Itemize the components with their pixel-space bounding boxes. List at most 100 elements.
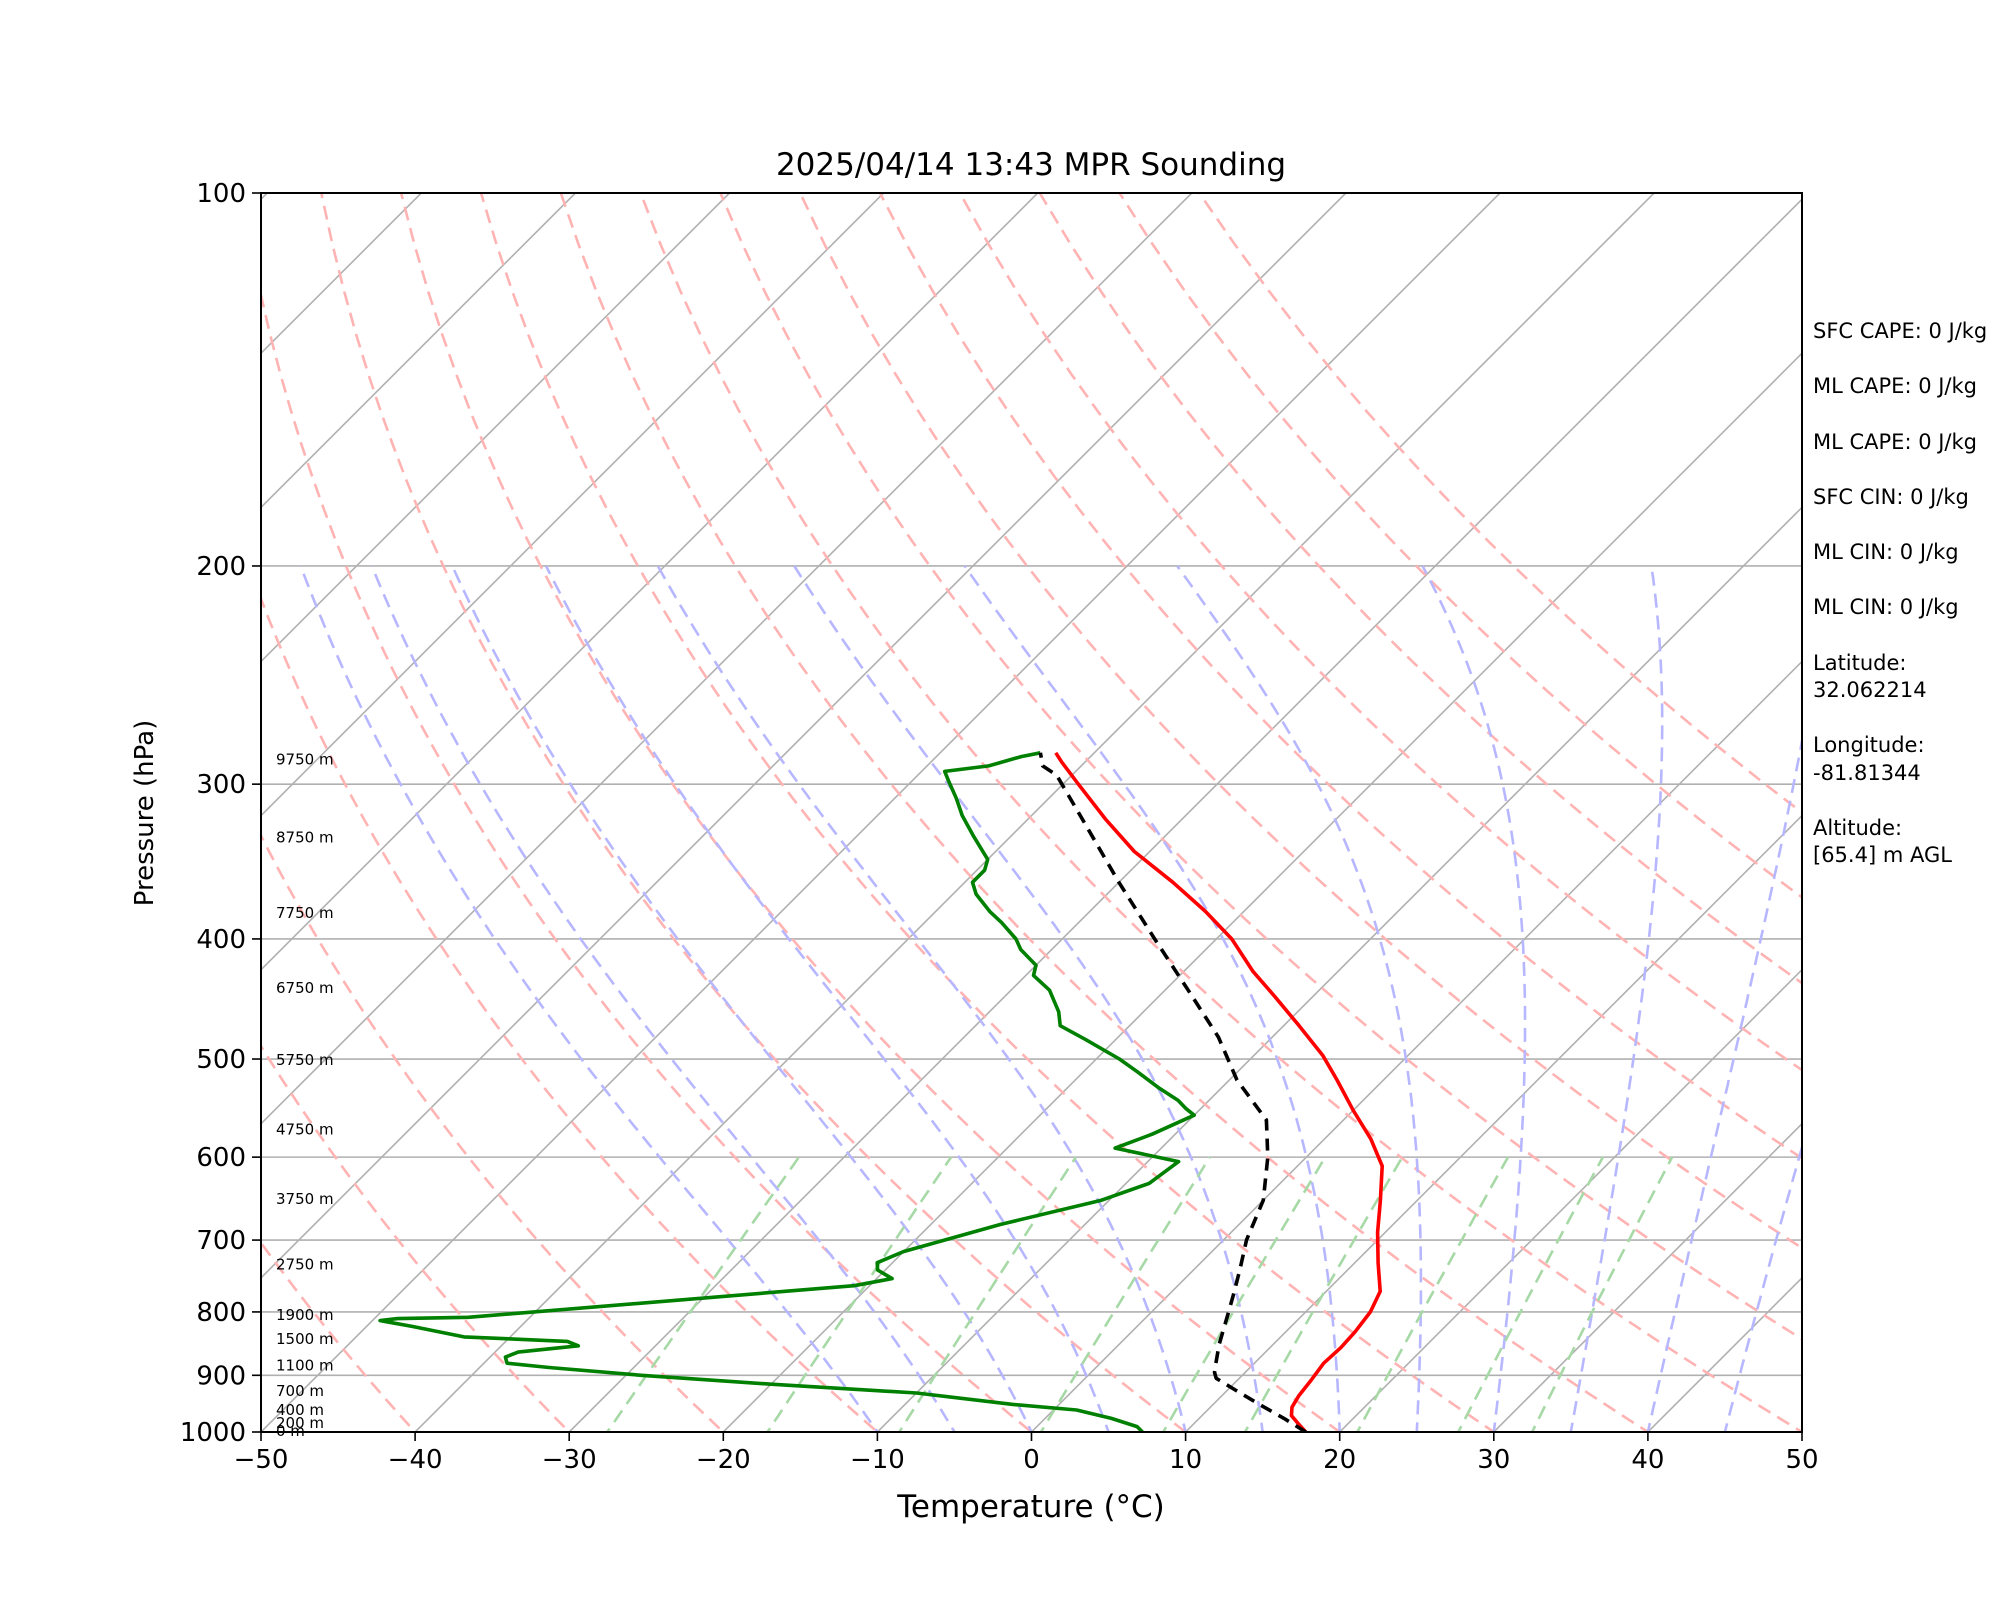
x-tick-label: 40 (1631, 1445, 1664, 1475)
latitude-value: 32.062214 (1813, 678, 1927, 703)
dry-adiabat-line (719, 193, 1802, 1341)
dewpoint-profile (378, 751, 1196, 1432)
dry-adiabat-line (261, 832, 726, 1432)
sounding-stats: SFC CAPE: 0 J/kg ML CAPE: 0 J/kg ML CAPE… (1813, 318, 1993, 898)
y-tick-label: 1000 (180, 1418, 246, 1448)
mixing-ratio-line (1039, 1156, 1212, 1432)
chart-title: 2025/04/14 13:43 MPR Sounding (776, 147, 1286, 183)
y-tick-label: 700 (196, 1226, 246, 1256)
x-tick-label: 20 (1323, 1445, 1356, 1475)
height-label: 1900 m (276, 1306, 334, 1324)
isotherm-line (1338, 968, 1802, 1432)
height-label: 200 m (276, 1414, 324, 1432)
dry-adiabat-line (559, 193, 1651, 1432)
isotherm-line (568, 198, 1802, 1432)
height-label: 2750 m (276, 1256, 334, 1274)
mixing-ratio-line (1530, 1156, 1674, 1432)
height-label: 3750 m (276, 1190, 334, 1208)
y-axis-ticks: 100 200 300 400 500 600 700 800 900 1000 (180, 179, 261, 1448)
dry-adiabat-line (1198, 193, 1802, 815)
dry-adiabat-line (261, 1240, 417, 1432)
ml-cin-2: ML CIN: 0 J/kg (1813, 595, 1959, 620)
x-tick-label: −40 (388, 1445, 443, 1475)
moist-adiabat-line (1176, 565, 1423, 1432)
isotherm-line (261, 193, 576, 509)
y-tick-label: 900 (196, 1361, 246, 1391)
isotherm-line (1492, 1122, 1802, 1432)
latitude-label: Latitude: (1813, 650, 1907, 675)
isotherm-line (413, 193, 1655, 1432)
height-label: 4750 m (276, 1121, 334, 1139)
dry-adiabat-line (639, 193, 1802, 1432)
y-tick-label: 200 (196, 552, 246, 582)
dry-adiabat-line (320, 193, 1188, 1432)
mixing-ratio-line (605, 1156, 800, 1432)
mixing-ratio-line (1355, 1156, 1510, 1432)
x-axis-ticks: −50 −40 −30 −20 −10 0 10 20 30 40 50 (234, 1432, 1819, 1475)
x-tick-label: −10 (850, 1445, 905, 1475)
height-label: 400 m (276, 1401, 324, 1419)
isotherm-line (1030, 660, 1802, 1432)
y-axis-label: Pressure (hPa) (130, 720, 160, 907)
mixing-ratio-line (1161, 1156, 1327, 1432)
isotherm-line (261, 193, 1347, 1280)
plot-frame (260, 192, 1803, 1433)
isotherm-line (261, 193, 731, 663)
mixing-ratio-line (1243, 1156, 1404, 1432)
moist-adiabat-line (656, 565, 1187, 1432)
x-tick-label: 30 (1477, 1445, 1510, 1475)
height-label: 700 m (276, 1382, 324, 1400)
ml-cape: ML CAPE: 0 J/kg (1813, 374, 1978, 399)
moist-adiabat-line (1569, 565, 1664, 1432)
x-tick-label: 0 (1023, 1445, 1040, 1475)
moist-adiabat-line (544, 565, 1110, 1432)
isotherm-line (261, 193, 1193, 1125)
y-tick-label: 100 (196, 179, 246, 209)
moist-adiabat-line (963, 565, 1342, 1432)
moist-adiabat-line (1421, 565, 1527, 1432)
dry-adiabat-line (399, 193, 1342, 1432)
x-tick-label: 50 (1785, 1445, 1818, 1475)
isotherm-line (722, 352, 1802, 1432)
y-tick-label: 500 (196, 1045, 246, 1075)
altitude-label: Altitude: (1813, 815, 1903, 840)
moist-adiabat-line (451, 565, 1033, 1432)
moist-adiabat-line (370, 565, 957, 1432)
isotherm-line (261, 193, 885, 817)
dry-adiabat-line (261, 595, 880, 1432)
y-tick-label: 400 (196, 925, 246, 955)
moist-adiabat-line (299, 565, 880, 1432)
ml-cape-2: ML CAPE: 0 J/kg (1813, 429, 1978, 454)
parcel-profile (1038, 752, 1307, 1432)
isotherm-line (261, 193, 422, 355)
height-label: 1100 m (276, 1356, 334, 1374)
height-label: 1500 m (276, 1330, 334, 1348)
y-tick-label: 800 (196, 1298, 246, 1328)
altitude-value: [65.4] m AGL (1813, 843, 1952, 868)
moist-adiabat-line (793, 565, 1265, 1432)
longitude-label: Longitude: (1813, 733, 1925, 758)
temperature-profile (1054, 751, 1384, 1432)
dry-adiabat-line (958, 193, 1802, 1072)
isotherm-line (261, 193, 1501, 1432)
longitude-value: -81.81344 (1813, 760, 1921, 785)
isotherm-line (1184, 814, 1802, 1432)
latitude: Latitude: 32.062214 (1813, 650, 1993, 705)
x-tick-label: −30 (542, 1445, 597, 1475)
height-label: 8750 m (276, 829, 334, 847)
isotherm-line (261, 193, 1039, 971)
dry-adiabat-line (799, 193, 1802, 1250)
y-tick-label: 300 (196, 770, 246, 800)
height-label: 9750 m (276, 750, 334, 768)
x-tick-label: −50 (234, 1445, 289, 1475)
mixing-ratio-line (765, 1156, 953, 1432)
isotherm-line (0, 193, 113, 1458)
x-axis-label: Temperature (°C) (896, 1489, 1165, 1525)
dry-adiabat-line (261, 289, 1034, 1432)
mixing-ratio-line (1456, 1156, 1605, 1432)
ml-cin: ML CIN: 0 J/kg (1813, 540, 1959, 565)
dry-adiabat-line (1038, 193, 1802, 985)
x-tick-label: 10 (1169, 1445, 1202, 1475)
height-label: 5750 m (276, 1051, 334, 1069)
